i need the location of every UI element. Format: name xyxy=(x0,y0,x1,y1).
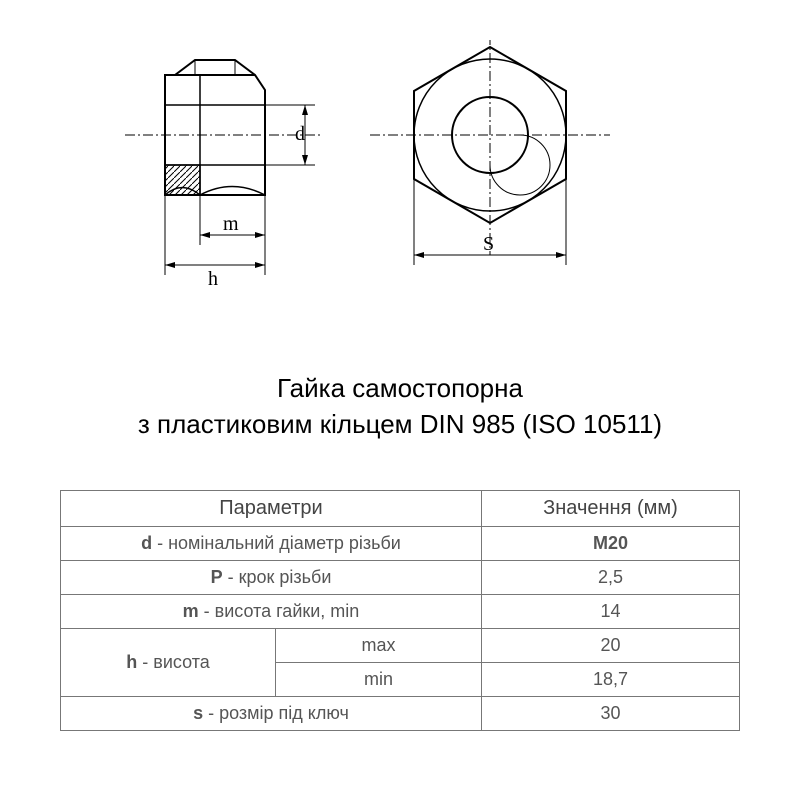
param-cell: h - висота xyxy=(61,629,276,697)
d-label: d xyxy=(295,123,305,145)
top-view: S xyxy=(370,40,610,265)
s-label: S xyxy=(483,233,494,255)
spec-table: Параметри Значення (мм) d - номінальний … xyxy=(60,490,740,731)
param-cell: d - номінальний діаметр різьби xyxy=(61,527,482,561)
param-cell: s - розмір під ключ xyxy=(61,697,482,731)
value-cell: 2,5 xyxy=(481,561,739,595)
value-cell: 30 xyxy=(481,697,739,731)
sub-label-cell: max xyxy=(276,629,482,663)
table-row: d - номінальний діаметр різьби M20 xyxy=(61,527,740,561)
value-cell: 14 xyxy=(481,595,739,629)
table-row: h - висота max 20 xyxy=(61,629,740,663)
value-cell: 20 xyxy=(481,629,739,663)
table-row: m - висота гайки, min 14 xyxy=(61,595,740,629)
param-cell: m - висота гайки, min xyxy=(61,595,482,629)
title-line-2: з пластиковим кільцем DIN 985 (ISO 10511… xyxy=(0,406,800,442)
table-row: s - розмір під ключ 30 xyxy=(61,697,740,731)
technical-diagram: d m h xyxy=(120,40,680,320)
value-cell: 18,7 xyxy=(481,663,739,697)
params-header: Параметри xyxy=(61,491,482,527)
table-row: P - крок різьби 2,5 xyxy=(61,561,740,595)
param-cell: P - крок різьби xyxy=(61,561,482,595)
title-line-1: Гайка самостопорна xyxy=(0,370,800,406)
table-header-row: Параметри Значення (мм) xyxy=(61,491,740,527)
values-header: Значення (мм) xyxy=(481,491,739,527)
product-title: Гайка самостопорна з пластиковим кільцем… xyxy=(0,370,800,443)
h-label: h xyxy=(208,268,218,290)
nut-drawing: d m h xyxy=(120,40,680,320)
m-label: m xyxy=(223,213,239,235)
side-view: d m h xyxy=(125,60,320,290)
specifications-table: Параметри Значення (мм) d - номінальний … xyxy=(60,490,740,731)
value-cell: M20 xyxy=(481,527,739,561)
sub-label-cell: min xyxy=(276,663,482,697)
